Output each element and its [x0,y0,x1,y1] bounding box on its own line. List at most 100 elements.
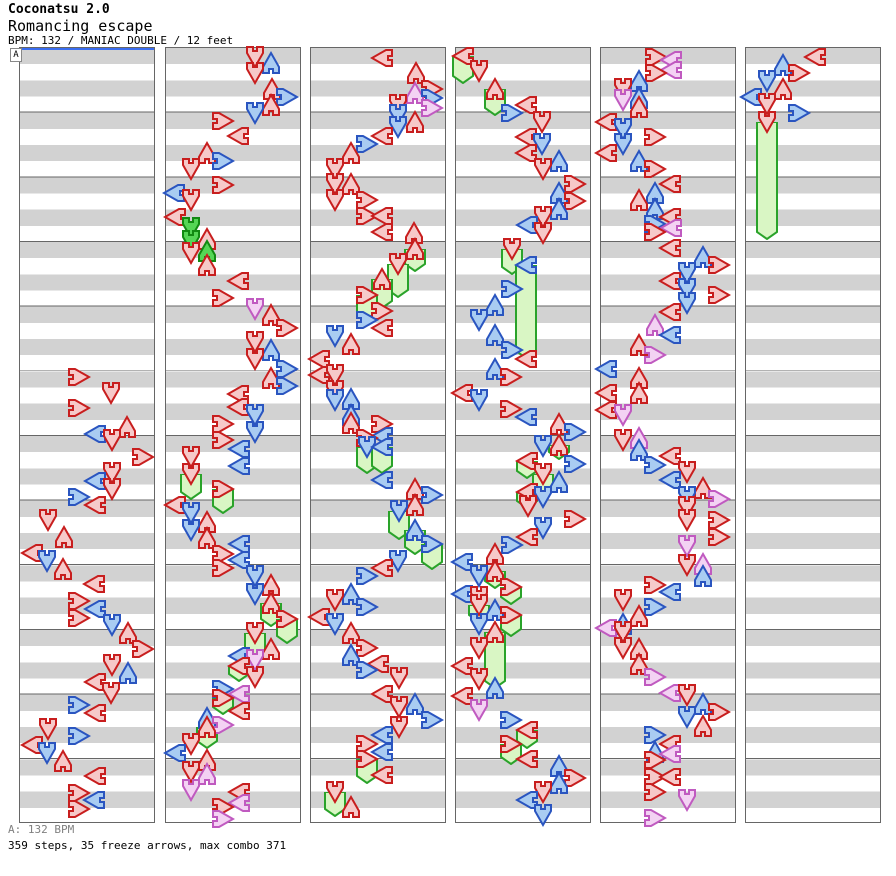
down-arrow-note-icon [531,803,555,827]
down-arrow-note-icon [467,636,491,660]
up-arrow-note-icon [116,621,140,645]
up-arrow-note-icon [339,643,363,667]
left-arrow-note-icon [594,381,618,405]
down-arrow-note-icon [179,732,203,756]
right-arrow-note-icon [643,343,667,367]
down-arrow-note-icon [243,101,267,125]
up-arrow-note-icon [691,476,715,500]
right-arrow-note-icon [644,45,668,69]
left-arrow-note-icon [515,718,539,742]
down-arrow-note-icon [100,613,124,637]
left-arrow-note-icon [658,742,682,766]
right-arrow-note-icon [211,412,235,436]
down-arrow-note-icon [243,403,267,427]
down-arrow-note-icon [531,485,555,509]
down-arrow-note-icon [243,347,267,371]
right-arrow-note-icon [275,357,299,381]
down-arrow-note-icon [179,157,203,181]
up-arrow-note-icon [627,381,651,405]
right-arrow-note-icon [643,665,667,689]
right-arrow-note-icon [275,607,299,631]
right-arrow-note-icon [67,606,91,630]
up-arrow-note-icon [627,438,651,462]
right-arrow-note-icon [563,189,587,213]
right-arrow-note-icon [643,125,667,149]
down-arrow-note-icon [179,778,203,802]
measure-panel-3 [307,47,446,823]
down-arrow-note-icon [323,780,347,804]
down-arrow-note-icon [99,381,123,405]
down-arrow-note-icon [531,434,555,458]
right-arrow-note-icon [67,797,91,821]
down-arrow-note-icon [179,462,203,486]
right-arrow-note-icon [355,658,379,682]
up-arrow-note-icon [547,149,571,173]
up-arrow-note-icon [259,93,283,117]
right-arrow-note-icon [643,748,667,772]
left-arrow-note-icon [370,763,394,787]
down-arrow-note-icon [675,291,699,315]
down-arrow-note-icon [179,518,203,542]
section-a-label: A [10,48,22,62]
right-arrow-note-icon [563,420,587,444]
left-arrow-note-icon [366,652,390,676]
up-arrow-note-icon [259,51,283,75]
down-arrow-note-icon [243,61,267,85]
measure-panel-1 [19,47,155,823]
down-arrow-note-icon [243,564,267,588]
down-arrow-note-icon [243,621,267,645]
down-arrow-note-icon [35,741,59,765]
up-arrow-note-icon [547,754,571,778]
up-arrow-note-icon [195,762,219,786]
up-arrow-note-icon [483,542,507,566]
down-arrow-note-icon [179,445,203,469]
down-arrow-note-icon [611,636,635,660]
down-arrow-note-icon [500,237,524,261]
up-arrow-note-icon [483,598,507,622]
down-arrow-note-icon [243,297,267,321]
up-arrow-note-icon [339,621,363,645]
left-arrow-note-icon [226,269,250,293]
down-arrow-note-icon [179,188,203,212]
left-arrow-note-icon [83,493,107,517]
left-arrow-note-icon [83,764,107,788]
up-arrow-note-icon [483,620,507,644]
right-arrow-note-icon [67,396,91,420]
up-arrow-note-icon [259,637,283,661]
right-arrow-note-icon [355,204,379,228]
down-arrow-note-icon [467,698,491,722]
down-arrow-note-icon [531,780,555,804]
down-arrow-note-icon [755,69,779,93]
right-arrow-note-icon [563,766,587,790]
right-arrow-note-icon [211,428,235,452]
left-arrow-note-icon [83,701,107,725]
down-arrow-note-icon [100,461,124,485]
down-arrow-note-icon [467,593,491,617]
left-arrow-note-icon [82,788,106,812]
right-arrow-note-icon [643,220,667,244]
down-arrow-note-icon [531,205,555,229]
up-arrow-note-icon [627,652,651,676]
left-arrow-note-icon [370,723,394,747]
right-arrow-note-icon [67,693,91,717]
up-arrow-note-icon [339,141,363,165]
right-arrow-note-icon [131,445,155,469]
down-arrow-note-icon [387,715,411,739]
right-arrow-note-icon [211,149,235,173]
right-arrow-note-icon [707,700,731,724]
up-arrow-note-icon [643,313,667,337]
up-arrow-note-icon [483,357,507,381]
down-arrow-note-icon [323,157,347,181]
left-arrow-note-icon [803,45,827,69]
left-arrow-note-icon [227,699,251,723]
up-arrow-note-icon [259,573,283,597]
down-arrow-note-icon [355,435,379,459]
right-arrow-note-icon [67,589,91,613]
down-arrow-note-icon [323,324,347,348]
left-arrow-note-icon [515,525,539,549]
down-arrow-note-icon [179,760,203,784]
right-arrow-note-icon [420,532,444,556]
right-arrow-note-icon [643,453,667,477]
down-arrow-note-icon [386,252,410,276]
